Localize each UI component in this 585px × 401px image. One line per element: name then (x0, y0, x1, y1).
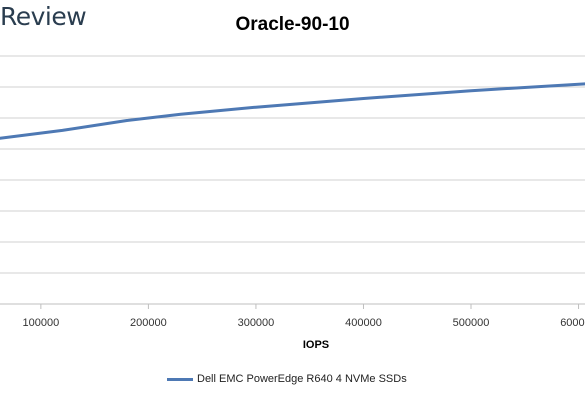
legend-label: Dell EMC PowerEdge R640 4 NVMe SSDs (197, 373, 407, 385)
x-axis-label: IOPS (303, 339, 329, 351)
legend: Dell EMC PowerEdge R640 4 NVMe SSDs (167, 373, 407, 385)
brand-logo-text: Review (0, 2, 87, 31)
series-group (0, 82, 585, 140)
grid-lines (0, 55, 585, 305)
x-axis-ticks: 100000 200000 300000 400000 500000 600000 (23, 304, 585, 329)
series-line (0, 82, 585, 140)
x-tick-label: 100000 (23, 317, 60, 329)
x-tick-label: 300000 (238, 317, 275, 329)
x-tick-label: 400000 (345, 317, 382, 329)
x-tick-label: 500000 (453, 317, 490, 329)
legend-swatch (167, 377, 193, 381)
x-tick-label: 600000 (560, 317, 585, 329)
chart-title: Oracle-90-10 (235, 14, 350, 35)
x-tick-label: 200000 (130, 317, 167, 329)
